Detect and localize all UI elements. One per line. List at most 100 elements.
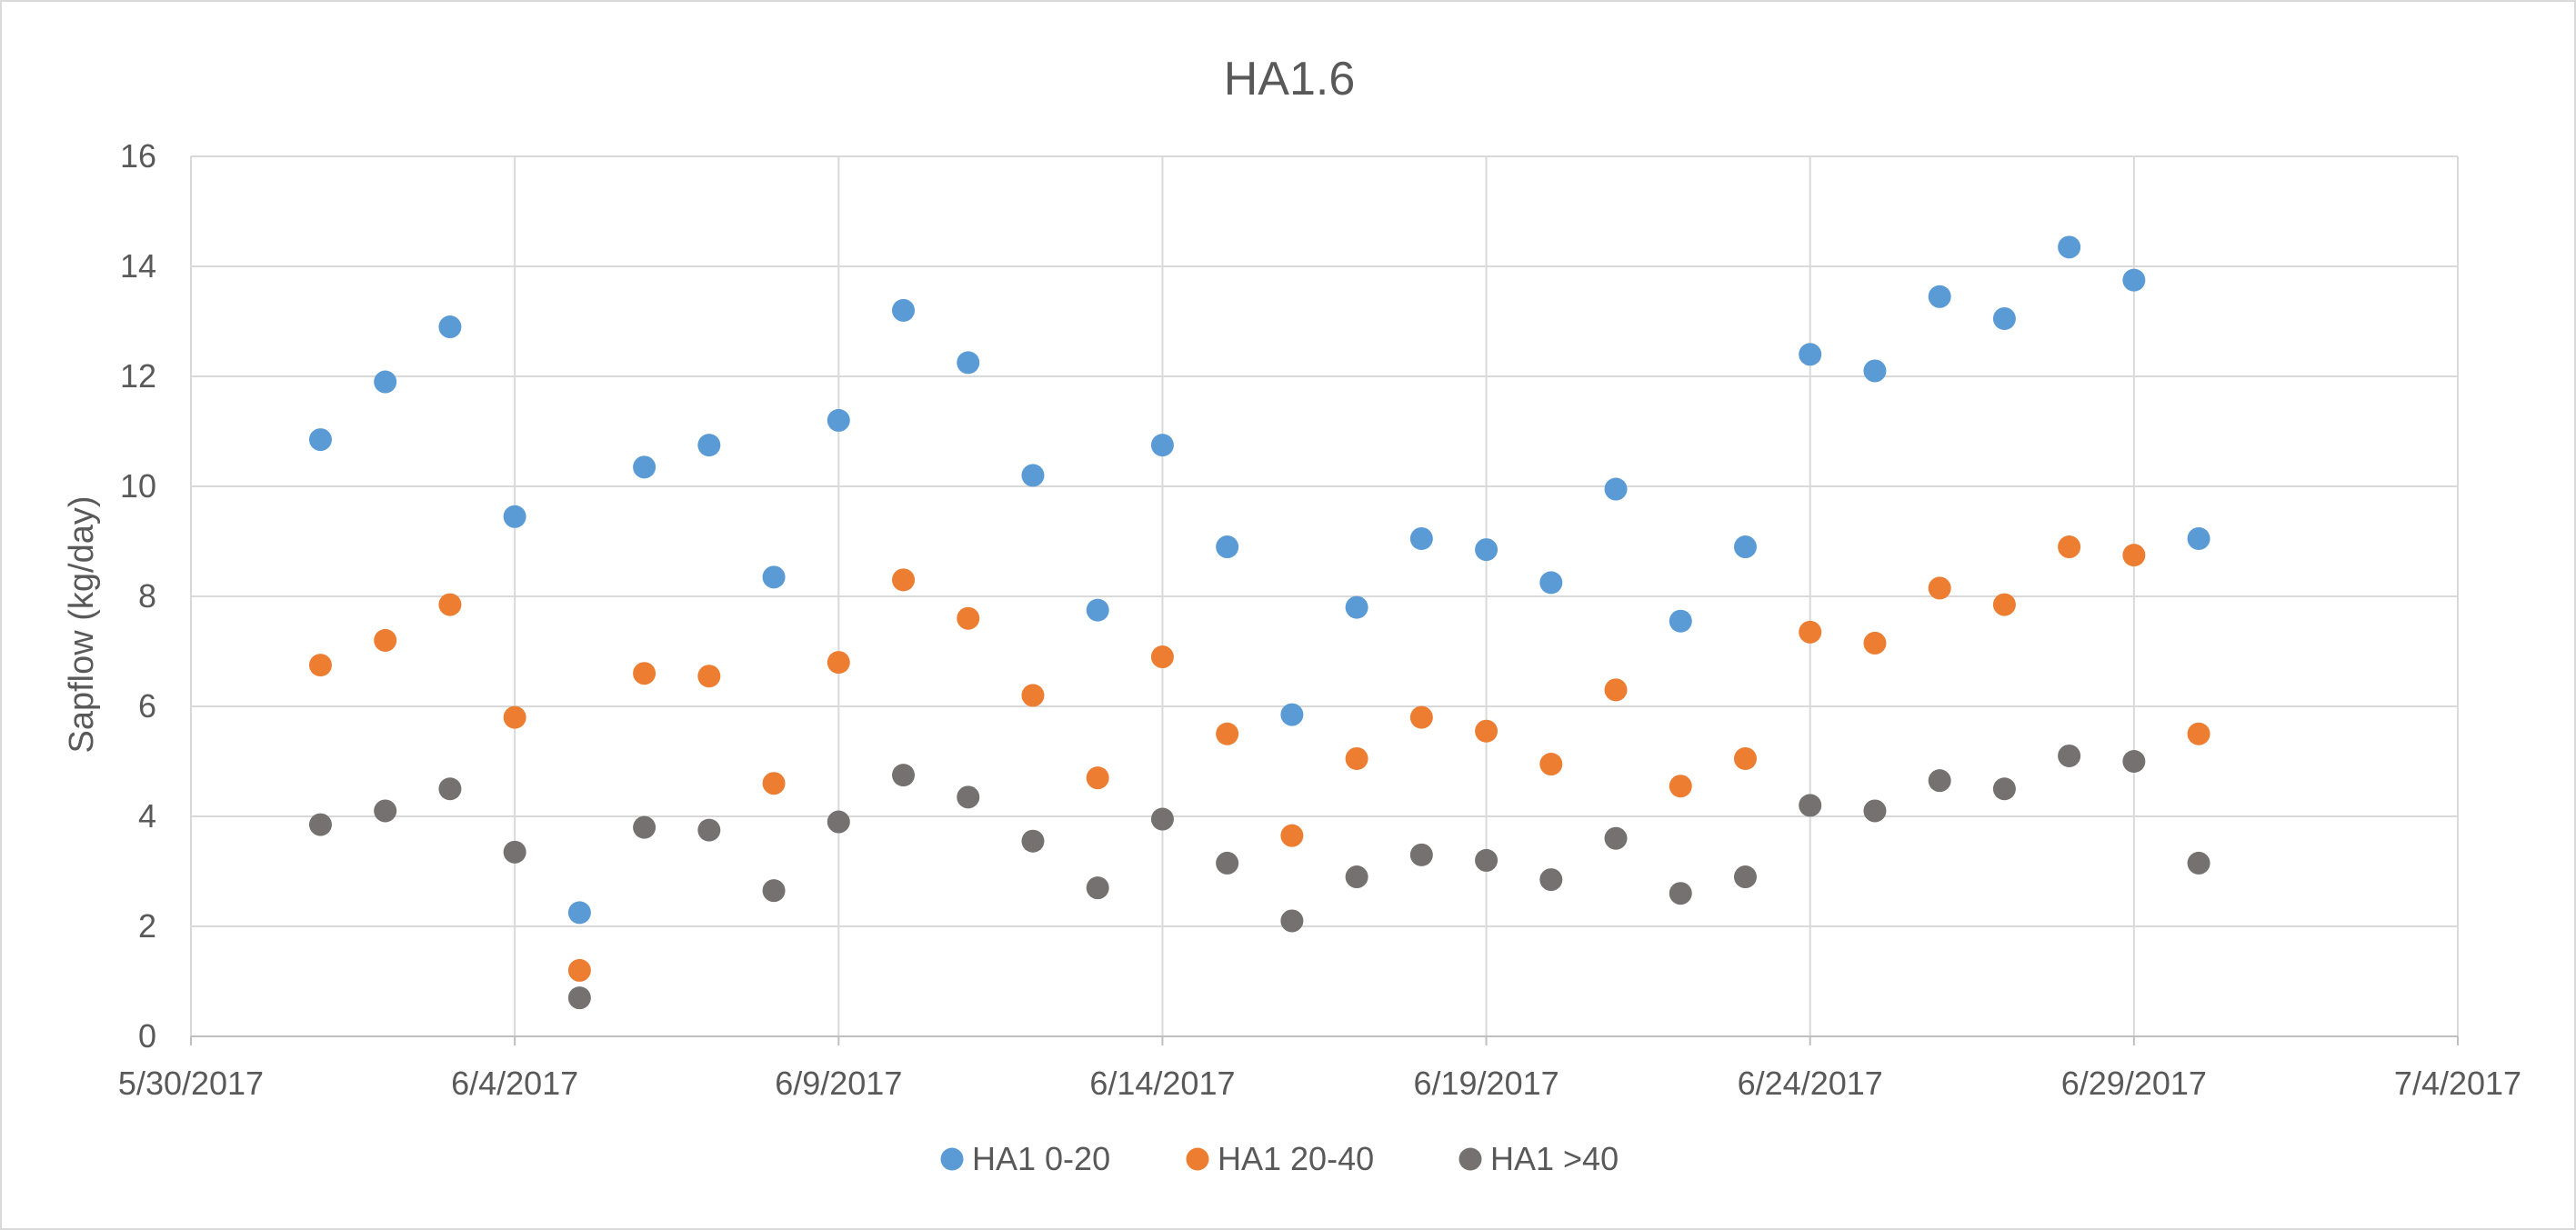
data-point (1733, 746, 1757, 770)
data-point (1280, 824, 1304, 847)
legend: HA1 0-20 HA1 20-40 HA1 >40 (940, 1140, 1619, 1177)
data-point (2058, 744, 2081, 767)
data-point (503, 840, 526, 864)
data-point (892, 298, 916, 322)
data-point (438, 777, 462, 801)
data-point (1086, 766, 1109, 790)
legend-item: HA1 20-40 (1186, 1140, 1374, 1177)
data-point (1863, 799, 1887, 823)
y-tick-label: 0 (138, 1017, 156, 1055)
data-point (567, 958, 591, 982)
data-point (1539, 753, 1563, 776)
data-point (1409, 526, 1433, 550)
data-point (762, 772, 786, 795)
data-point (1539, 571, 1563, 595)
data-point (957, 351, 980, 375)
data-point (827, 810, 850, 834)
data-point (1475, 538, 1498, 562)
data-point (697, 665, 721, 688)
data-point (892, 568, 916, 592)
y-tick-label: 2 (138, 907, 156, 945)
x-tick-labels: 5/30/2017 6/4/2017 6/9/2017 6/14/2017 6/19/2… (118, 1065, 2521, 1102)
data-point (1086, 598, 1109, 622)
data-point (503, 505, 526, 528)
series-0 (308, 235, 2210, 925)
data-point (1475, 848, 1498, 872)
data-point (1799, 620, 1822, 644)
data-point (1992, 306, 2016, 330)
data-point (1604, 477, 1628, 501)
legend-marker (1186, 1147, 1209, 1171)
y-tick-label: 10 (120, 467, 156, 505)
data-point (1345, 595, 1368, 619)
data-point (2187, 526, 2210, 550)
data-point (1216, 722, 1239, 745)
data-point (1604, 826, 1628, 850)
x-tick-label: 6/14/2017 (1089, 1065, 1235, 1102)
legend-marker (940, 1147, 964, 1171)
data-point (1345, 746, 1368, 770)
data-point (1021, 829, 1045, 853)
data-point (1669, 882, 1692, 905)
data-point (1150, 434, 1174, 457)
y-tick-label: 8 (138, 577, 156, 615)
y-tick-label: 6 (138, 687, 156, 725)
legend-item: HA1 >40 (1458, 1140, 1619, 1177)
data-point (957, 606, 980, 630)
y-tick-label: 12 (120, 357, 156, 395)
x-tick-label: 6/29/2017 (2061, 1065, 2207, 1102)
y-tick-label: 14 (120, 247, 156, 285)
data-point (1539, 868, 1563, 892)
data-point (633, 815, 657, 839)
data-point (1733, 535, 1757, 559)
data-point (2058, 535, 2081, 559)
data-point (308, 654, 332, 677)
data-point (762, 565, 786, 589)
data-point (1021, 464, 1045, 487)
legend-label: HA1 >40 (1490, 1140, 1619, 1177)
y-tick-labels: 0 2 4 6 8 10 12 14 16 (120, 137, 156, 1055)
x-tick-label: 6/24/2017 (1738, 1065, 1883, 1102)
data-point (374, 799, 397, 823)
legend-label: HA1 20-40 (1218, 1140, 1374, 1177)
data-point (1992, 777, 2016, 801)
data-point (827, 408, 850, 432)
data-point (957, 785, 980, 809)
y-tick-label: 16 (120, 137, 156, 175)
data-point (1928, 769, 1951, 793)
data-point (1863, 631, 1887, 655)
data-point (827, 651, 850, 675)
y-tick-label: 4 (138, 797, 156, 835)
x-tick-label: 5/30/2017 (118, 1065, 264, 1102)
data-point (438, 593, 462, 616)
data-point (2122, 268, 2146, 292)
data-point (374, 370, 397, 394)
x-tick-label: 6/4/2017 (451, 1065, 578, 1102)
gridlines (190, 155, 2459, 1036)
data-point (1799, 794, 1822, 817)
data-point (2187, 851, 2210, 875)
data-point (1992, 593, 2016, 616)
data-point (308, 813, 332, 836)
data-point (2122, 750, 2146, 773)
data-point (567, 901, 591, 925)
data-point (1733, 865, 1757, 889)
data-point (2122, 544, 2146, 567)
data-point (697, 818, 721, 842)
data-point (633, 662, 657, 685)
data-point (1280, 703, 1304, 726)
legend-label: HA1 0-20 (972, 1140, 1110, 1177)
data-point (1150, 645, 1174, 669)
x-tick-label: 6/19/2017 (1413, 1065, 1559, 1102)
x-tick-label: 7/4/2017 (2394, 1065, 2521, 1102)
data-point (1863, 359, 1887, 383)
data-point (1216, 535, 1239, 559)
data-point (697, 434, 721, 457)
data-point (1669, 609, 1692, 633)
data-points (308, 235, 2210, 1010)
data-point (633, 455, 657, 479)
data-point (1669, 775, 1692, 798)
data-point (308, 428, 332, 452)
